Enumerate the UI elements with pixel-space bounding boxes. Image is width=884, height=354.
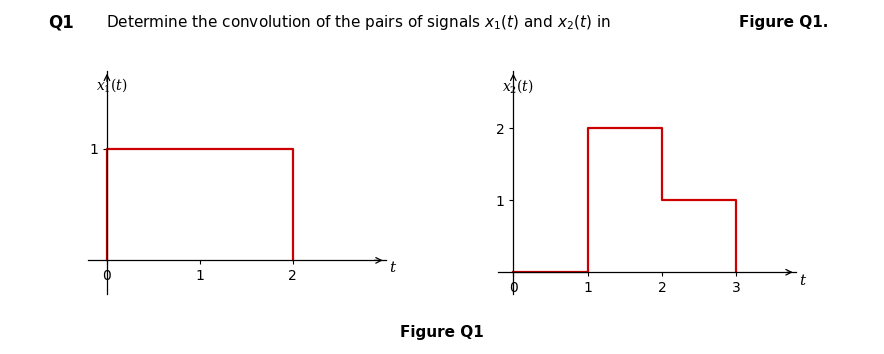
Text: $x_2(t)$: $x_2(t)$	[502, 77, 534, 95]
Text: Figure Q1.: Figure Q1.	[739, 15, 828, 30]
Text: $t$: $t$	[798, 273, 807, 288]
Text: $x_1(t)$: $x_1(t)$	[95, 76, 127, 94]
Text: Figure Q1: Figure Q1	[400, 325, 484, 340]
Text: Determine the convolution of the pairs of signals $x_1(t)$ and $x_2(t)$ in: Determine the convolution of the pairs o…	[106, 13, 612, 32]
Text: $t$: $t$	[389, 261, 398, 275]
Text: Q1: Q1	[49, 13, 74, 31]
